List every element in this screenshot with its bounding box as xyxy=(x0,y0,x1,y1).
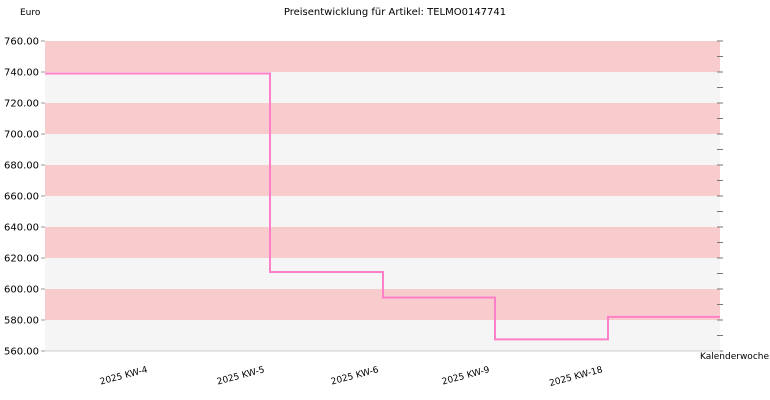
y-tick-label: 680.00 xyxy=(4,161,39,172)
grid-band xyxy=(45,134,720,165)
grid-band xyxy=(45,103,720,134)
y-tick-label: 660.00 xyxy=(4,192,39,203)
y-tick-label: 620.00 xyxy=(4,254,39,265)
y-tick-label: 720.00 xyxy=(4,99,39,110)
x-axis-label: Kalenderwoche xyxy=(700,352,769,362)
x-tick-label: 2025 KW-6 xyxy=(330,365,380,387)
grid-band xyxy=(45,41,720,72)
y-tick-label: 600.00 xyxy=(4,285,39,296)
y-tick-label: 580.00 xyxy=(4,316,39,327)
x-tick-label: 2025 KW-4 xyxy=(99,365,149,387)
y-tick-label: 740.00 xyxy=(4,68,39,79)
chart-title: Preisentwicklung für Artikel: TELMO01477… xyxy=(284,7,506,18)
y-axis-label: Euro xyxy=(20,8,41,18)
y-tick-label: 760.00 xyxy=(4,37,39,48)
grid-band xyxy=(45,320,720,351)
axes xyxy=(45,40,723,352)
grid-band xyxy=(45,227,720,258)
series-group xyxy=(45,72,720,341)
x-tick-label: 2025 KW-9 xyxy=(441,365,491,387)
y-tick-labels: 560.00 580.00 600.00 620.00 640.00 660.00 680.… xyxy=(4,37,45,358)
y-tick-label: 640.00 xyxy=(4,223,39,234)
grid-band xyxy=(45,165,720,196)
grid-bands xyxy=(45,41,720,351)
x-tick-label: 2025 KW-5 xyxy=(216,365,266,387)
grid-band xyxy=(45,196,720,227)
grid-band xyxy=(45,72,720,103)
y-tick-label: 560.00 xyxy=(4,347,39,358)
x-tick-label: 2025 KW-18 xyxy=(548,365,604,389)
x-tick-labels: 2025 KW-4 2025 KW-5 2025 KW-6 2025 KW-9 2025… xyxy=(99,365,604,389)
series-line xyxy=(45,72,720,341)
y-tick-label: 700.00 xyxy=(4,130,39,141)
